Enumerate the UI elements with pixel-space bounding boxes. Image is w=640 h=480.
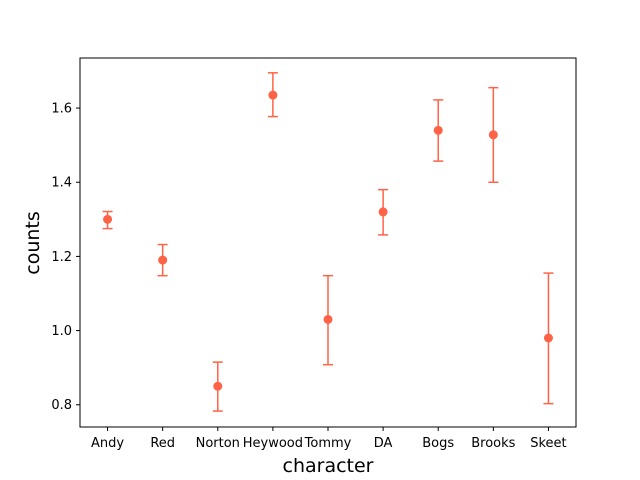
x-tick-label: Andy: [91, 436, 124, 451]
x-tick-label: Brooks: [471, 436, 515, 451]
chart-marks: [102, 72, 554, 412]
y-axis-label: counts: [22, 211, 44, 275]
data-point: [213, 381, 223, 391]
x-tick-label: Red: [150, 436, 175, 451]
plot-area-frame: [79, 57, 577, 428]
x-tick-label: Bogs: [422, 436, 454, 451]
x-axis-label: character: [283, 455, 374, 477]
data-point: [103, 214, 113, 224]
y-tick-label: 1.2: [51, 250, 72, 265]
y-axis-ticks: 0.8 1.0 1.2 1.4 1.6: [51, 102, 80, 413]
data-point: [378, 207, 388, 217]
data-point: [543, 333, 553, 343]
y-tick-label: 1.0: [51, 324, 72, 339]
data-point: [433, 125, 443, 135]
x-tick-label: Tommy: [304, 436, 352, 451]
x-axis-ticks: Andy Red Norton Heywood Tommy DA Bogs Brooks Ske…: [91, 427, 567, 451]
x-tick-label: Skeet: [530, 436, 566, 451]
y-tick-label: 1.6: [51, 102, 72, 117]
y-tick-label: 0.8: [51, 398, 72, 413]
x-tick-label: DA: [374, 436, 393, 451]
y-tick-label: 1.4: [51, 176, 72, 191]
data-point: [268, 90, 278, 100]
data-point: [158, 255, 168, 265]
data-point: [323, 314, 333, 324]
data-point: [488, 130, 498, 140]
x-tick-label: Norton: [196, 436, 240, 451]
x-tick-label: Heywood: [243, 436, 303, 451]
